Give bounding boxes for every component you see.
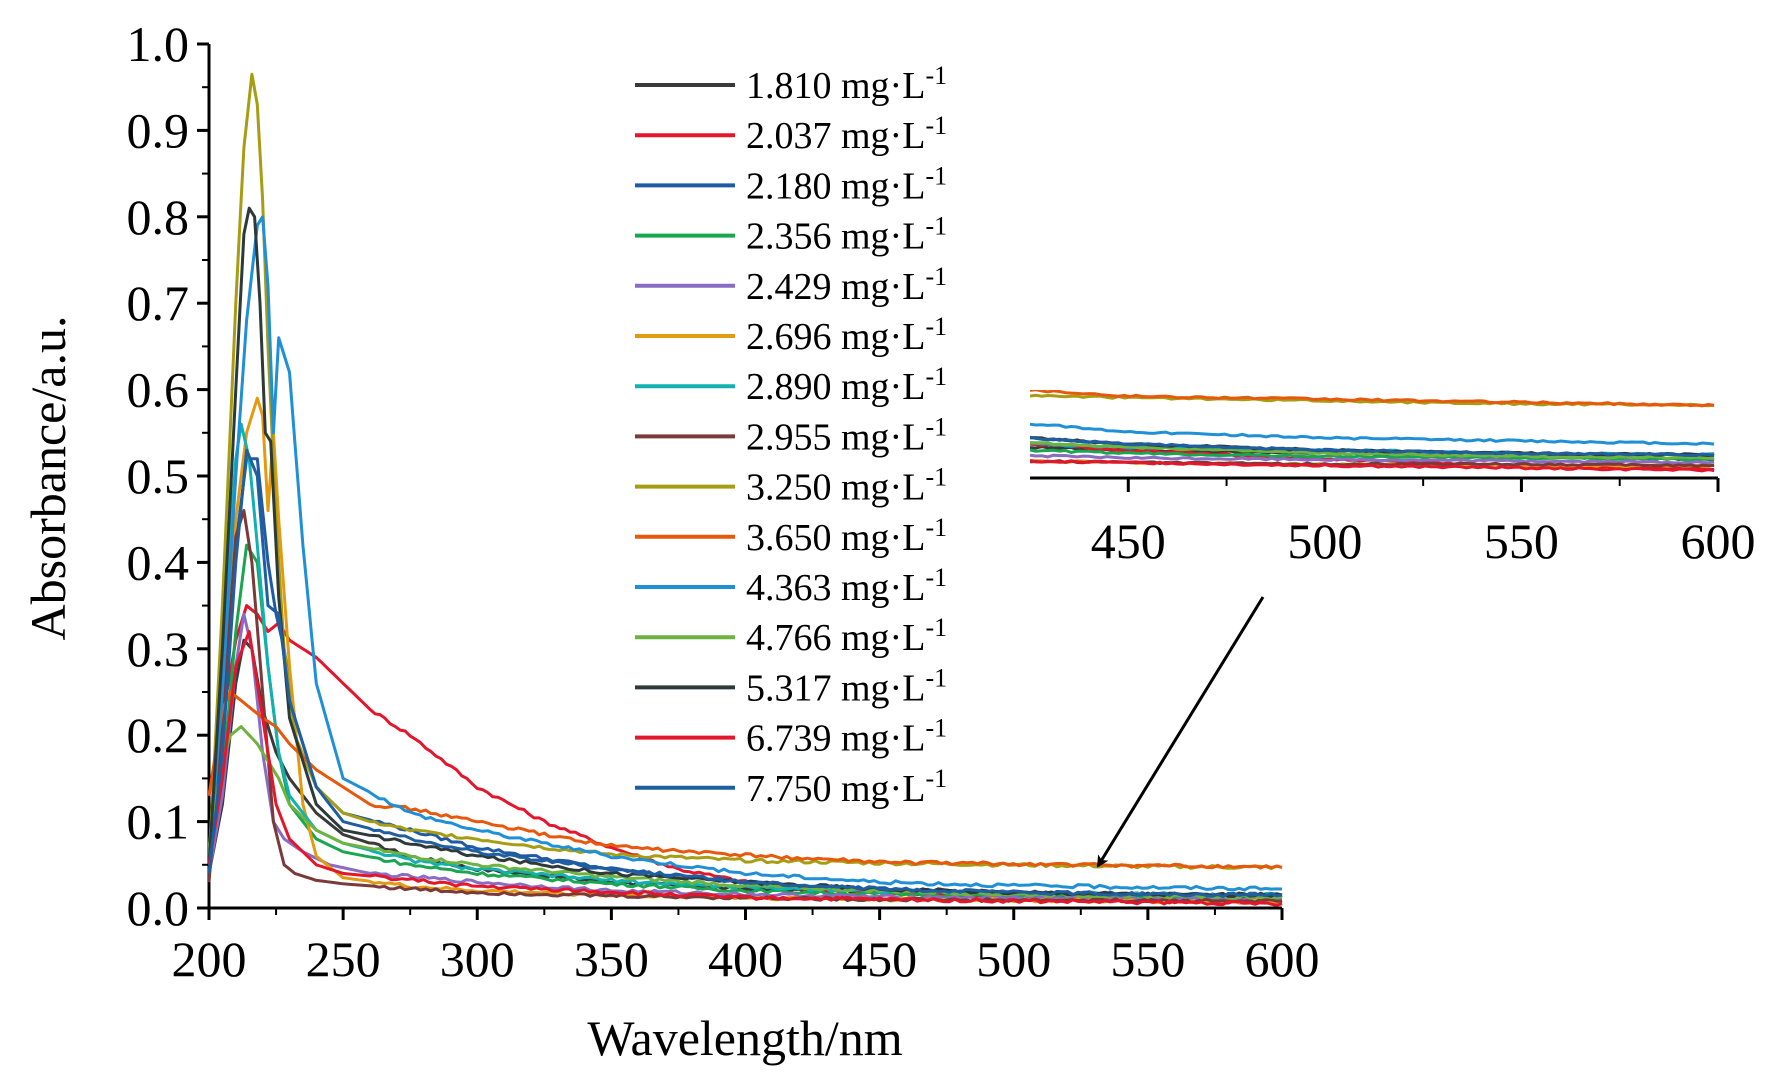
inset-x-tick-label: 600 [1681, 513, 1756, 569]
y-tick-label: 0.1 [127, 794, 190, 850]
legend-label: 1.810 mg·L-1 [746, 61, 947, 107]
legend-label: 4.766 mg·L-1 [746, 613, 947, 659]
inset-x-tick-label: 450 [1091, 513, 1166, 569]
inset-x-tick-label: 500 [1287, 513, 1362, 569]
inset-zoom: 450 500 550 600 [1030, 390, 1756, 569]
y-tick-label: 0.6 [127, 362, 190, 418]
inset-series-line-6-739 [1030, 459, 1715, 473]
x-tick-label: 400 [708, 931, 783, 987]
legend-label: 3.250 mg·L-1 [746, 463, 947, 509]
inset-arrow [1096, 596, 1265, 868]
legend-label: 2.180 mg·L-1 [746, 161, 947, 207]
legend-label: 3.650 mg·L-1 [746, 513, 947, 559]
x-tick-label: 450 [842, 931, 917, 987]
y-axis-ticks: 0.0 0.1 0.2 0.3 0.4 0.5 0.6 0.7 0.8 0.9 1.0 [127, 16, 209, 936]
y-tick-label: 0.3 [127, 621, 190, 677]
y-tick-label: 0.2 [127, 707, 190, 763]
legend-label: 5.317 mg·L-1 [746, 663, 947, 709]
inset-series-line-2-356 [1030, 448, 1715, 462]
x-tick-label: 250 [306, 931, 381, 987]
y-tick-label: 0.0 [127, 880, 190, 936]
inset-x-tick-label: 550 [1484, 513, 1559, 569]
series-line-4-766 [208, 725, 1283, 900]
legend-label: 2.429 mg·L-1 [746, 262, 947, 308]
x-axis-ticks: 200 250 300 350 400 450 500 550 600 [172, 908, 1320, 987]
legend-label: 6.739 mg·L-1 [746, 714, 947, 760]
y-tick-label: 0.7 [127, 275, 190, 331]
x-axis-title: Wavelength/nm [587, 1010, 902, 1066]
series-line-4-363 [208, 215, 1283, 892]
series-line-3-650 [208, 690, 1283, 870]
inset-series-lines [1030, 390, 1715, 473]
x-tick-label: 500 [976, 931, 1051, 987]
series-lines [208, 72, 1283, 907]
legend-label: 2.890 mg·L-1 [746, 362, 947, 408]
series-line-7-750 [208, 448, 1283, 898]
legend-label: 2.037 mg·L-1 [746, 111, 947, 157]
y-tick-label: 0.4 [127, 534, 190, 590]
y-axis-title: Absorbance/a.u. [20, 316, 76, 641]
x-tick-label: 200 [172, 931, 247, 987]
y-tick-label: 0.5 [127, 448, 190, 504]
inset-series-line-4-766 [1030, 441, 1715, 460]
inset-series-line-7-750 [1030, 435, 1715, 457]
legend-label: 4.363 mg·L-1 [746, 563, 947, 609]
inset-x-axis-ticks: 450 500 550 600 [1091, 478, 1756, 569]
inset-series-line-4-363 [1030, 422, 1715, 446]
x-tick-label: 300 [440, 931, 515, 987]
x-tick-label: 350 [574, 931, 649, 987]
inset-series-line-2-429 [1030, 453, 1715, 465]
y-tick-label: 0.9 [127, 102, 190, 158]
inset-series-line-3-650 [1030, 390, 1715, 408]
y-tick-label: 1.0 [127, 16, 190, 72]
legend-label: 2.696 mg·L-1 [746, 312, 947, 358]
series-line-6-739 [208, 630, 1283, 907]
x-tick-label: 600 [1245, 931, 1320, 987]
x-tick-label: 550 [1110, 931, 1185, 987]
legend-label: 2.955 mg·L-1 [746, 412, 947, 458]
y-tick-label: 0.8 [127, 189, 190, 245]
legend-label: 2.356 mg·L-1 [746, 212, 947, 258]
legend-label: 7.750 mg·L-1 [746, 764, 947, 810]
legend: 1.810 mg·L-12.037 mg·L-12.180 mg·L-1 2.35… [635, 61, 947, 810]
